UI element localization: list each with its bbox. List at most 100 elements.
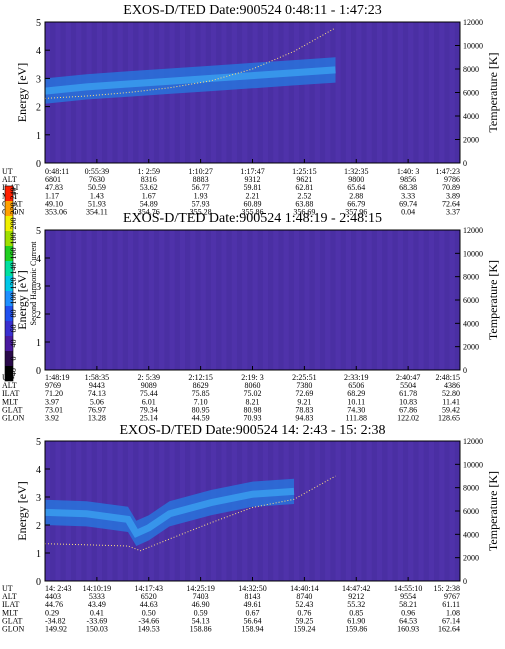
orbit-row-label: GLAT [2, 405, 23, 414]
orbit-value: 51.93 [88, 199, 106, 208]
orbit-value: 61.90 [347, 616, 365, 625]
orbit-row-label: ALT [2, 175, 17, 184]
heatmap-stripe [408, 441, 414, 581]
orbit-row-label: GLAT [2, 616, 23, 625]
y-tick-label: 3 [36, 74, 41, 85]
heatmap-stripe [439, 230, 445, 370]
orbit-value: 3.33 [401, 191, 415, 200]
y2-tick-label: 0 [463, 366, 467, 375]
orbit-value: -33.69 [87, 616, 108, 625]
heatmap-stripe [397, 441, 403, 581]
orbit-value: 1:47:23 [436, 167, 460, 176]
y2-tick-label: 2000 [463, 136, 479, 145]
orbit-value: 67.86 [399, 405, 417, 414]
orbit-value: 78.83 [295, 405, 313, 414]
heatmap-stripe [325, 441, 331, 581]
orbit-value: 7403 [193, 592, 209, 601]
heatmap-stripe [45, 230, 51, 370]
orbit-value: 9767 [444, 592, 460, 601]
heatmap-stripe [86, 230, 92, 370]
y-axis-label: Energy [eV] [15, 481, 29, 540]
heatmap-stripe [169, 230, 175, 370]
orbit-value: 14:25:19 [186, 584, 214, 593]
orbit-value: 9621 [296, 175, 312, 184]
panel-title: EXOS-D/TED Date:900524 0:48:11 - 1:47:23 [123, 3, 381, 18]
heatmap-stripe [377, 22, 383, 163]
y2-tick-label: 8000 [463, 484, 479, 493]
orbit-value: 0.67 [246, 608, 260, 617]
colorbar-segment [5, 291, 13, 306]
orbit-value: 159.24 [293, 625, 315, 634]
heatmap-stripe [449, 22, 455, 163]
heatmap-stripe [418, 22, 424, 163]
orbit-value: 3.37 [446, 208, 460, 217]
colorbar-segment [5, 366, 13, 381]
orbit-value: 9786 [444, 175, 460, 184]
y-tick-label: 4 [36, 46, 41, 57]
heatmap-stripe [314, 22, 320, 163]
heatmap-stripe [366, 22, 372, 163]
y-tick-label: 2 [36, 310, 41, 321]
heatmap-stripe [242, 230, 248, 370]
heatmap-stripe [428, 441, 435, 581]
orbit-value: 14:40:14 [290, 584, 318, 593]
orbit-row-label: GLON [2, 625, 24, 634]
orbit-value: 6801 [45, 175, 61, 184]
y2-axis-label: Temperature [K] [486, 471, 500, 551]
heatmap-stripe [397, 22, 403, 163]
heatmap-stripe [283, 22, 289, 163]
y-tick-label: 1 [36, 338, 41, 349]
heatmap-stripe [242, 22, 248, 163]
orbit-value: 49.10 [45, 199, 63, 208]
orbit-value: 8740 [296, 592, 312, 601]
orbit-value: 75.02 [244, 389, 262, 398]
y2-tick-label: 12000 [463, 226, 483, 235]
y-tick-label: 2 [36, 521, 41, 532]
heatmap-stripe [335, 230, 341, 370]
heatmap-stripe [335, 22, 341, 163]
energy-band-core [44, 487, 295, 538]
orbit-value: 149.92 [45, 625, 67, 634]
orbit-row-label: MLT [2, 608, 18, 617]
heatmap-stripe [242, 441, 248, 581]
orbit-value: 2.21 [246, 191, 260, 200]
orbit-value: 80.98 [244, 405, 262, 414]
orbit-value: 3.89 [446, 191, 460, 200]
orbit-value: 64.53 [399, 616, 417, 625]
orbit-value: 1.17 [45, 191, 59, 200]
orbit-value: 50.59 [88, 183, 106, 192]
orbit-value: 0.76 [297, 608, 311, 617]
heatmap-stripe [377, 441, 383, 581]
colorbar-label: Second Harmonic Current [29, 241, 38, 326]
colorbar-tick: 180 [9, 233, 18, 245]
heatmap-stripe [252, 441, 258, 581]
y-tick-label: 3 [36, 493, 41, 504]
orbit-row-label: ALT [2, 381, 17, 390]
orbit-value: 5504 [400, 381, 416, 390]
heatmap-stripe [138, 230, 144, 370]
orbit-value: 56.77 [192, 183, 210, 192]
heatmap-stripe [345, 230, 352, 370]
orbit-value: 14:32:50 [238, 584, 266, 593]
orbit-value: 7.10 [194, 397, 208, 406]
y2-tick-label: 0 [463, 159, 467, 168]
orbit-value: 73.01 [45, 405, 63, 414]
orbit-value: 54.89 [140, 199, 158, 208]
heatmap-stripe [397, 230, 403, 370]
heatmap-stripe [408, 22, 414, 163]
y2-tick-label: 8000 [463, 65, 479, 74]
y2-tick-label: 2000 [463, 343, 479, 352]
heatmap-stripe [428, 22, 435, 163]
orbit-value: 0.50 [142, 608, 156, 617]
heatmap-stripe [65, 230, 71, 370]
orbit-value: 65.64 [347, 183, 365, 192]
orbit-value: 8060 [245, 381, 261, 390]
orbit-value: 2.52 [297, 191, 311, 200]
heatmap-stripe [418, 441, 424, 581]
y-tick-label: 1 [36, 549, 41, 560]
orbit-value: 74.13 [88, 389, 106, 398]
heatmap-stripe [325, 22, 331, 163]
y-tick-label: 1 [36, 131, 41, 142]
orbit-value: 44.59 [192, 414, 210, 423]
orbit-value: 8883 [193, 175, 209, 184]
